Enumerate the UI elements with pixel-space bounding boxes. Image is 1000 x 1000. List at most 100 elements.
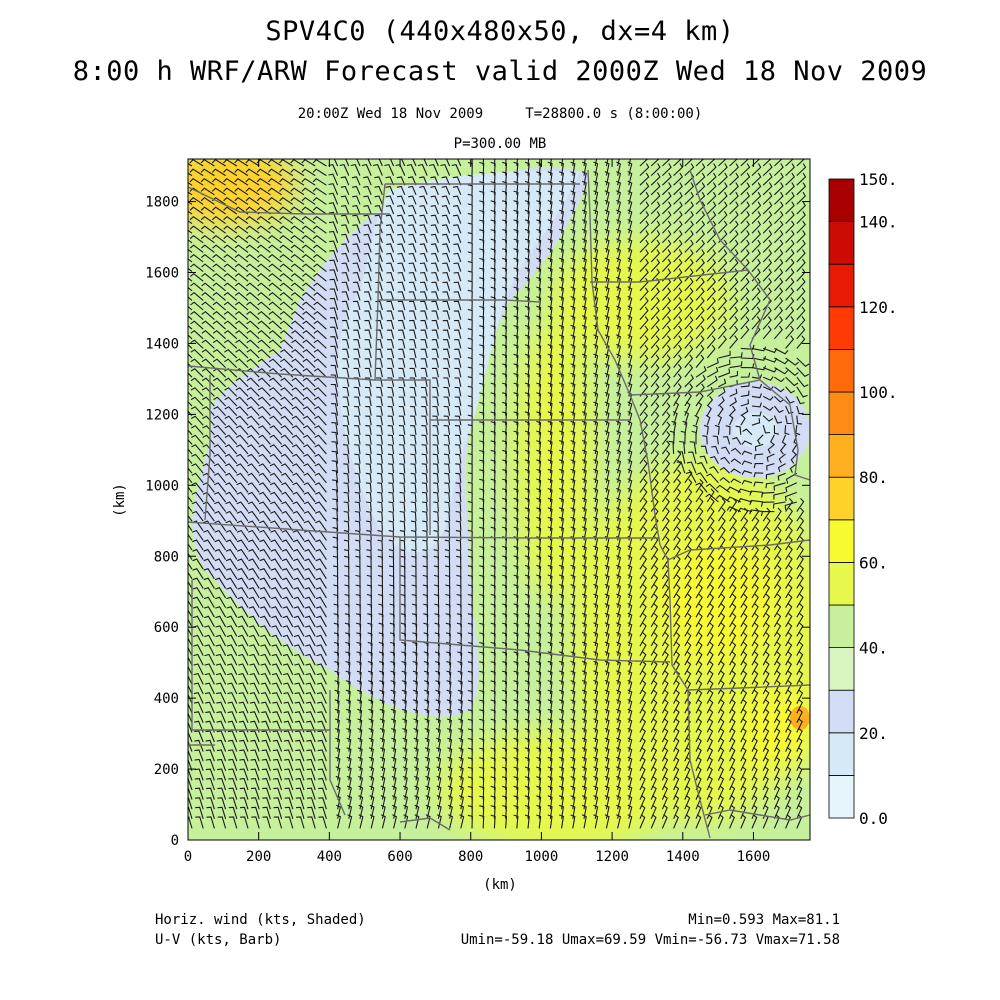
wind-barb (536, 344, 542, 359)
wind-barb (344, 584, 350, 599)
wind-barb (479, 296, 485, 311)
wind-barb (445, 622, 451, 637)
wind-barb (306, 768, 316, 781)
wind-barb (729, 660, 736, 676)
wind-barb (513, 545, 519, 560)
wind-barb (237, 644, 249, 656)
wind-barb (684, 555, 692, 570)
wind-barb (387, 386, 395, 397)
wind-barb (397, 214, 406, 224)
wind-barb (194, 768, 204, 781)
wind-barb (706, 191, 717, 205)
wind-barb (673, 163, 683, 176)
wind-barb (547, 401, 553, 416)
wind-barb (380, 747, 386, 762)
wind-barb (333, 603, 339, 618)
wind-barb (774, 182, 784, 196)
wind-barb (248, 625, 260, 637)
wind-barb (796, 415, 803, 425)
wind-barb (217, 787, 227, 800)
wind-barb (706, 163, 717, 176)
wind-barb (705, 483, 719, 493)
wind-barb (773, 517, 782, 532)
wind-barb (235, 377, 249, 388)
wind-barb (188, 637, 193, 647)
wind-barb (201, 244, 215, 253)
wind-barb (662, 159, 671, 167)
wind-barb (502, 257, 508, 272)
wind-barb (524, 344, 530, 359)
wind-barb (570, 564, 576, 579)
wind-barb (639, 498, 648, 512)
wind-barb (583, 159, 586, 167)
wind-barb (740, 220, 750, 234)
wind-barb (424, 680, 430, 695)
wind-barb (408, 243, 417, 253)
wind-barb (377, 491, 383, 503)
wind-barb (479, 661, 485, 675)
wind-barb (513, 238, 519, 253)
wind-barb (695, 632, 703, 647)
wind-barb (334, 651, 340, 666)
wind-barb (502, 430, 508, 445)
wind-barb (547, 420, 553, 435)
wind-barb (346, 747, 352, 762)
wind-barb (639, 517, 648, 532)
wind-barb (188, 201, 193, 205)
wind-barb (389, 641, 395, 656)
wind-barb (408, 185, 417, 196)
wind-barb (661, 517, 670, 532)
wind-barb (291, 406, 305, 416)
wind-barb (307, 797, 316, 810)
wind-barb (490, 382, 496, 397)
wind-barb (432, 453, 439, 464)
wind-barb (740, 325, 750, 340)
wind-barb (188, 381, 193, 388)
wind-barb (490, 421, 496, 435)
wind-barb (479, 497, 485, 512)
wind-barb (479, 555, 485, 570)
wind-barb (740, 641, 748, 656)
wind-barb (214, 548, 227, 560)
wind-barb (355, 539, 361, 551)
wind-barb (363, 252, 372, 263)
wind-barb (200, 196, 215, 205)
wind-barb (627, 689, 633, 704)
wind-barb (343, 472, 350, 483)
y-tick-label: 400 (154, 691, 179, 707)
wind-barb (682, 420, 688, 435)
wind-barb (302, 396, 316, 407)
wind-barb (559, 439, 565, 455)
wind-barb (774, 211, 784, 224)
wind-barb (368, 756, 375, 771)
wind-barb (188, 618, 193, 628)
wind-barb (284, 749, 294, 762)
wind-barb (246, 415, 260, 426)
wind-barb (388, 463, 395, 474)
wind-barb (705, 493, 719, 503)
wind-barb (397, 300, 406, 311)
wind-barb (431, 310, 439, 320)
wind-barb (616, 785, 622, 800)
wind-barb (397, 319, 406, 330)
wind-barb (457, 699, 463, 714)
wind-barb (684, 469, 693, 484)
wind-barb (391, 785, 397, 800)
wind-barb (751, 632, 759, 647)
wind-barb (593, 631, 599, 647)
wind-barb (247, 491, 260, 503)
wind-barb (343, 539, 350, 551)
wind-barb (414, 804, 420, 819)
wind-barb (616, 564, 622, 579)
boundary-line (188, 186, 390, 215)
wind-barb (524, 324, 530, 339)
wind-barb (268, 244, 282, 253)
wind-barb (547, 161, 553, 176)
wind-barb (661, 258, 672, 272)
wind-barb (249, 701, 260, 714)
wind-barb (456, 622, 462, 637)
wind-barb (627, 660, 633, 675)
wind-barb (224, 434, 238, 445)
wind-barb (293, 634, 305, 647)
wind-barb (425, 775, 431, 791)
